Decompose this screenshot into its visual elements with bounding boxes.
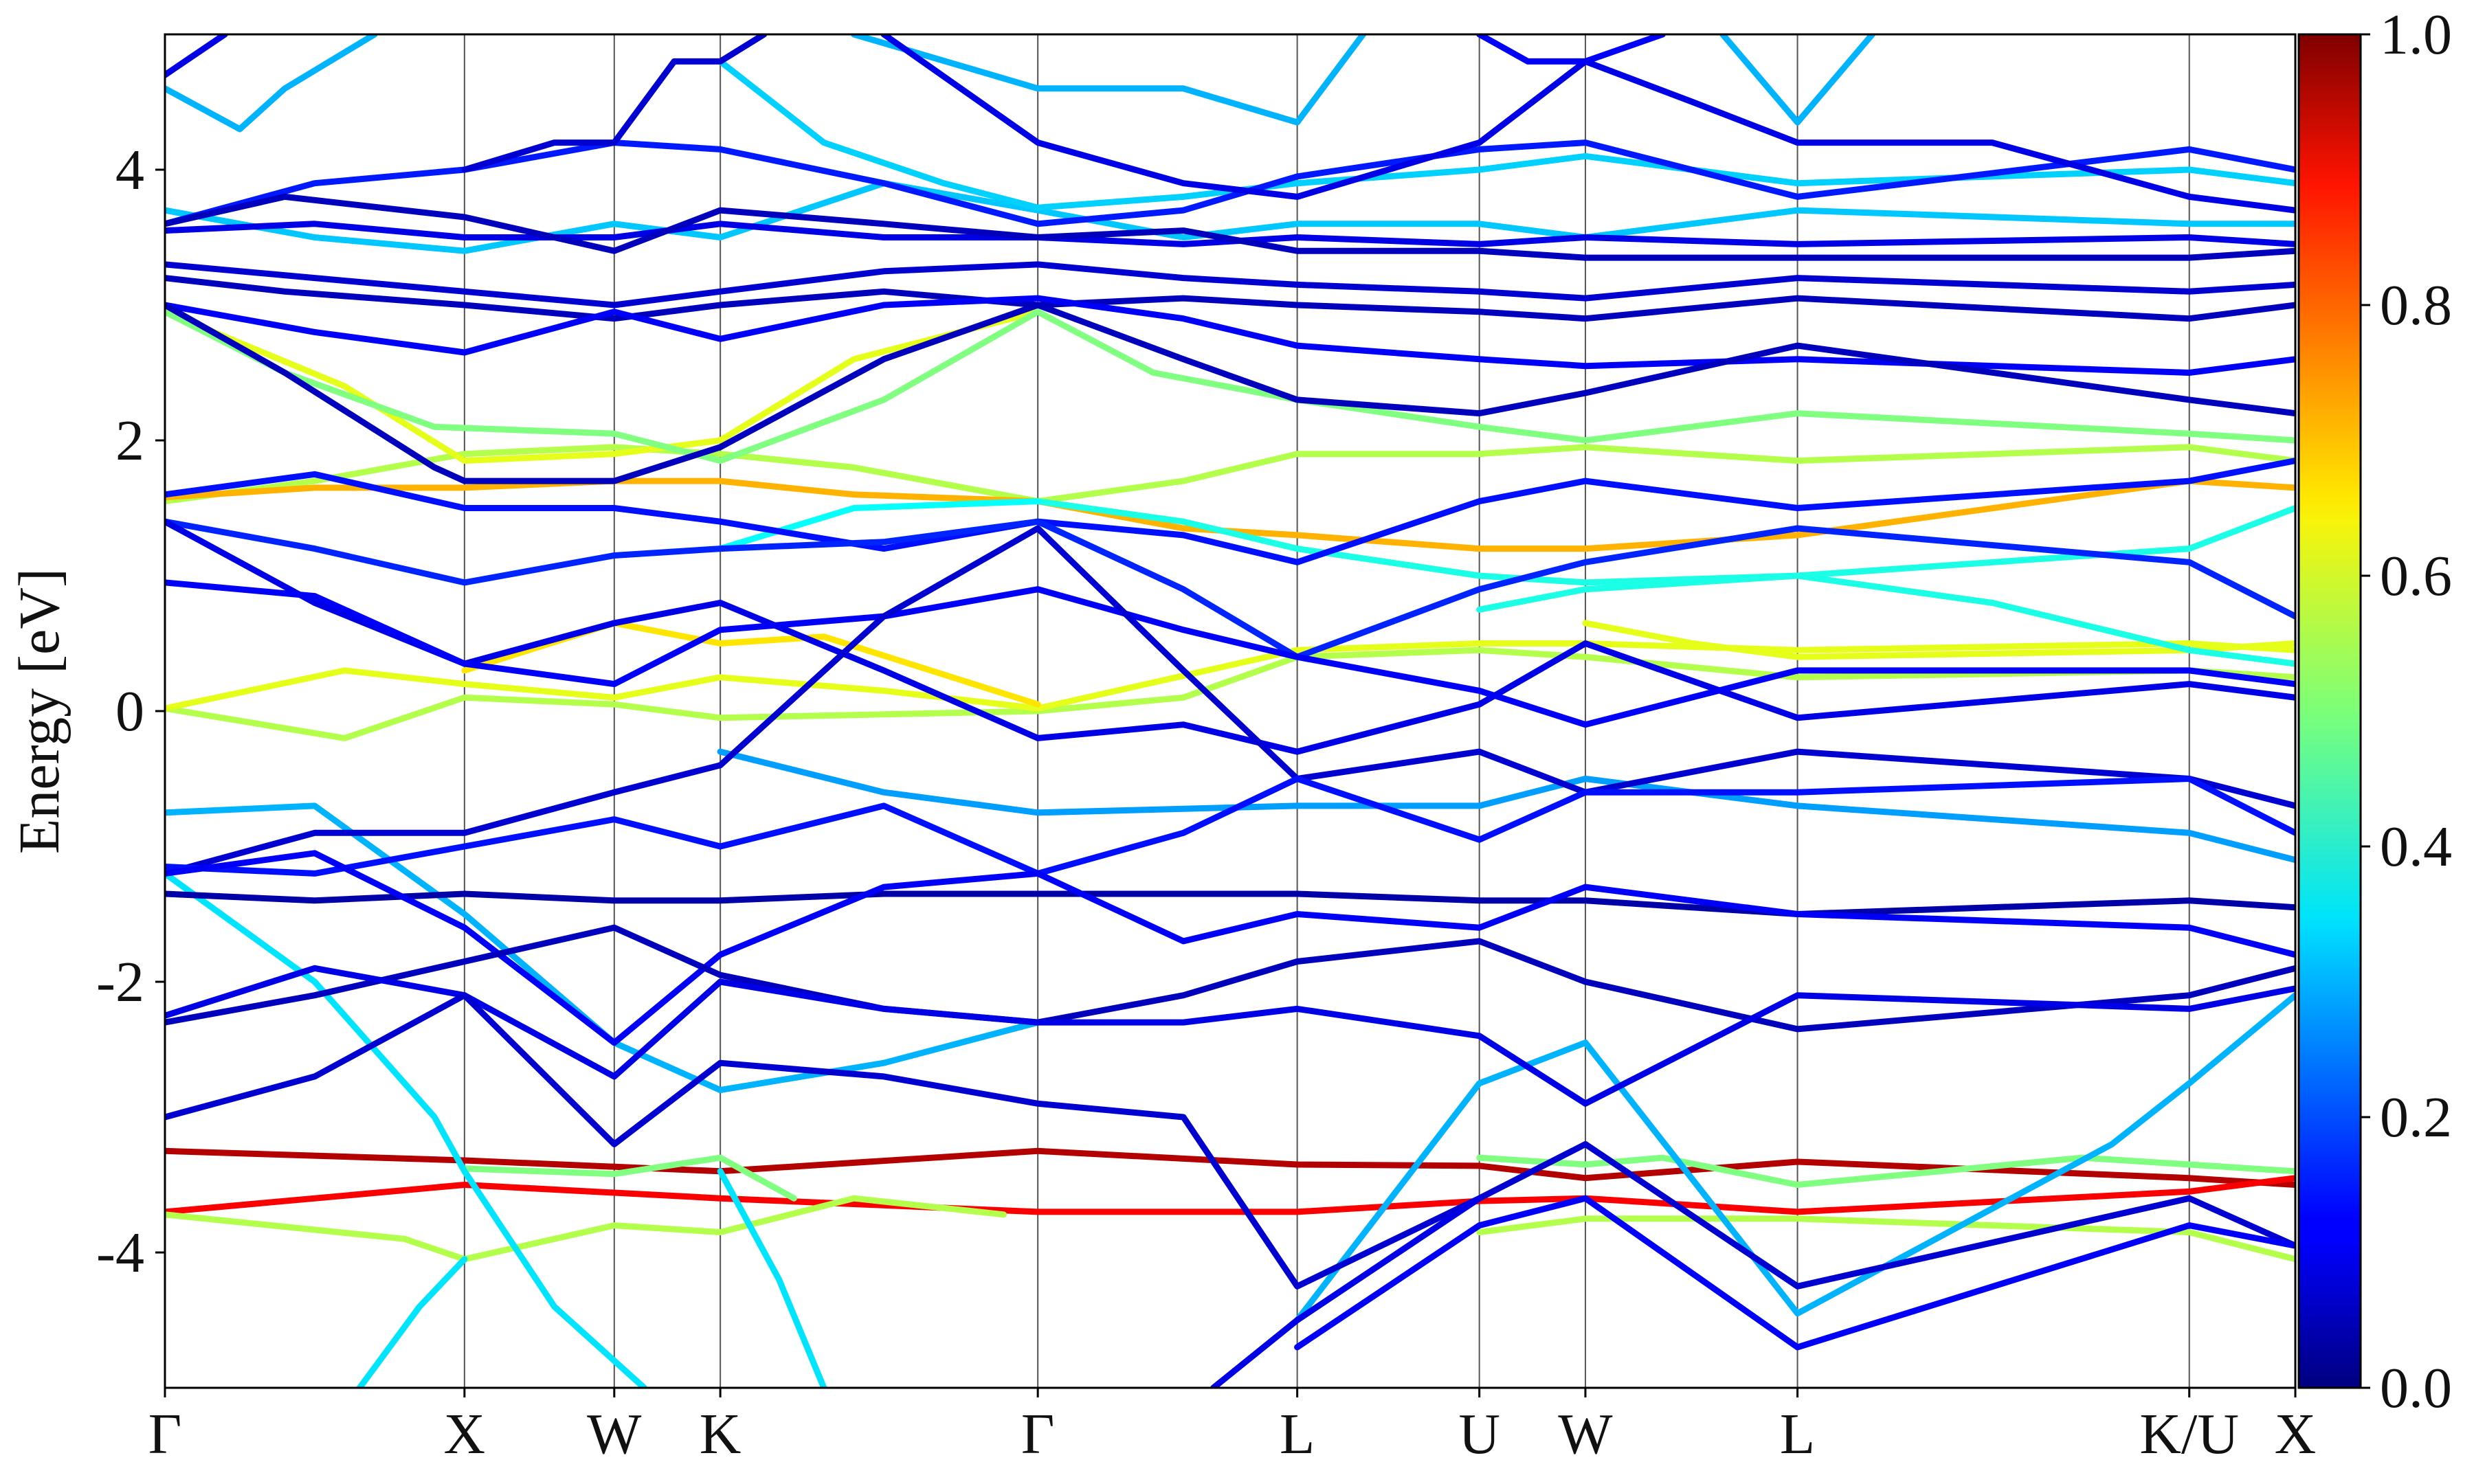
band-line [1476, 1215, 2295, 1263]
band-line [717, 498, 1041, 552]
band-line [717, 748, 2295, 864]
band-line [1582, 620, 2295, 660]
band-line [165, 870, 647, 1388]
colorbar-tick-label: 0.2 [2380, 1086, 2452, 1149]
x-tick-label: K/U [2139, 1402, 2239, 1466]
band-line [165, 518, 2295, 755]
band-line [165, 890, 2295, 917]
band-line [165, 34, 228, 78]
x-tick-label: U [1458, 1402, 1500, 1466]
band-line [165, 776, 2295, 877]
x-tick-label: W [1558, 1402, 1613, 1466]
band-line [165, 302, 2295, 484]
band-line [165, 180, 2295, 254]
x-tick-label: L [1280, 1402, 1315, 1466]
band-line [165, 275, 2295, 322]
band-line [1034, 498, 2295, 586]
band-line [461, 34, 768, 173]
x-tick-label: X [444, 1402, 486, 1466]
x-tick-label: W [587, 1402, 642, 1466]
band-line [1294, 992, 2295, 1323]
band-line [1476, 1154, 2295, 1188]
colorbar-ticks: 0.0 0.2 0.4 0.6 0.8 1.0 [2361, 3, 2452, 1420]
band-line [165, 444, 2295, 505]
x-tick-label: Γ [1021, 1402, 1055, 1466]
y-tick-label: -2 [96, 950, 144, 1014]
band-line [165, 193, 2295, 261]
band-line [165, 802, 1041, 1094]
band-line [165, 1147, 2295, 1188]
band-line [1476, 34, 1666, 65]
band-line [165, 850, 2295, 1046]
band-line [165, 34, 378, 133]
band-line [1294, 1195, 2295, 1351]
band-line [1210, 1195, 1483, 1388]
band-line [165, 924, 2295, 1033]
band-line [851, 34, 1366, 126]
band-line [165, 477, 2295, 552]
x-tick-label: Γ [148, 1402, 182, 1466]
band-line [165, 308, 2295, 464]
band-line [165, 579, 2295, 728]
colorbar-tick-label: 0.0 [2380, 1356, 2452, 1420]
band-line [165, 221, 2295, 247]
band-line [165, 308, 1041, 464]
x-tick-label: L [1780, 1402, 1815, 1466]
band-line [165, 647, 2295, 741]
colorbar-tick-label: 1.0 [2380, 3, 2452, 67]
x-tick-label: X [2275, 1402, 2317, 1466]
band-line [165, 525, 2295, 877]
y-axis-label: Energy [eV] [8, 568, 71, 854]
band-line [165, 992, 2295, 1290]
y-tick-label: -4 [96, 1221, 144, 1285]
y-axis-ticks: -4 -2 0 2 4 [96, 138, 165, 1285]
band-line [165, 139, 2295, 227]
y-tick-label: 0 [115, 679, 144, 743]
colorbar-tick-label: 0.4 [2380, 815, 2452, 879]
band-line [356, 1256, 468, 1388]
band-line [165, 965, 2295, 1107]
band-line [165, 518, 2295, 660]
y-tick-label: 2 [115, 409, 144, 473]
band-lines [165, 34, 2295, 1388]
colorbar [2297, 33, 2362, 1389]
band-line [165, 295, 2295, 376]
x-tick-label: K [700, 1402, 742, 1466]
band-line [165, 1195, 1007, 1263]
y-tick-label: 4 [115, 138, 144, 202]
colorbar-tick-label: 0.6 [2380, 544, 2452, 608]
colorbar-tick-label: 0.8 [2380, 273, 2452, 337]
band-line [717, 1168, 827, 1388]
band-line [461, 1154, 797, 1202]
band-line [1719, 34, 1875, 126]
band-line [1476, 572, 2295, 667]
x-axis-ticks: Γ X W K Γ L U W L K/U X [148, 1388, 2317, 1466]
band-line [165, 640, 2295, 712]
band-line [165, 458, 2295, 565]
band-line [165, 261, 2295, 308]
